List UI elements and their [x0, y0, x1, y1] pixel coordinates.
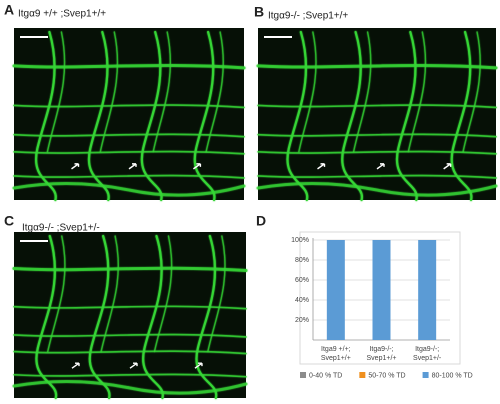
y-tick-label: 40%	[295, 297, 309, 304]
vessel	[153, 235, 173, 353]
vessel	[46, 31, 66, 153]
vessel	[257, 133, 497, 138]
image-background	[258, 28, 496, 200]
panel-letter: D	[256, 213, 266, 229]
legend-swatch	[422, 372, 429, 378]
vessel	[100, 235, 119, 353]
vessel	[205, 31, 224, 153]
panel-caption: Itgα9-/- ;Svep1+/+	[268, 11, 348, 22]
vessel	[13, 150, 245, 155]
vessel	[88, 234, 111, 400]
y-tick-label: 60%	[295, 277, 309, 284]
image-background	[14, 28, 244, 200]
vessel	[140, 30, 163, 202]
vessels	[12, 30, 246, 202]
arrow	[194, 362, 203, 369]
vessel	[152, 31, 172, 153]
panel-letter: C	[4, 213, 14, 229]
y-tick-label: 80%	[295, 257, 309, 264]
vessel	[207, 235, 226, 353]
vessel	[12, 266, 248, 273]
arrow	[317, 163, 326, 170]
vessel	[13, 305, 247, 310]
arrow	[71, 362, 80, 369]
micrograph	[256, 28, 498, 202]
vessel	[13, 104, 245, 109]
legend-label: 0-40 % TD	[309, 372, 342, 379]
panel-caption: Itgα9 +/+ ;Svep1+/+	[18, 9, 106, 20]
vessel	[12, 379, 248, 395]
vessel	[193, 30, 216, 202]
panel-caption: Itgα9-/- ;Svep1+/-	[22, 223, 100, 234]
x-tick-label: Itga9 +/+;	[321, 346, 351, 353]
vessel	[35, 234, 58, 400]
panel-letter: B	[254, 4, 264, 20]
bar-segment	[326, 240, 345, 340]
vessel	[13, 174, 245, 179]
vessel	[13, 350, 247, 355]
bar-segment	[372, 240, 391, 340]
arrow	[129, 362, 138, 369]
arrow	[443, 163, 452, 170]
arrow	[192, 163, 202, 170]
vessel	[395, 30, 418, 202]
vessels	[256, 30, 498, 202]
vessel	[257, 150, 497, 155]
vessel	[12, 181, 246, 197]
arrow	[376, 163, 385, 170]
vessel	[47, 235, 66, 353]
vessel	[257, 104, 497, 109]
micrographs	[12, 28, 498, 400]
chart: 20% 40% 60% 80% 100% Itga9 +/+; Svep1+/+ Itga9-…	[291, 231, 473, 379]
vessel	[407, 31, 427, 153]
x-tick-label: Itga9-/-;	[415, 346, 439, 353]
legend-label: 80-100 % TD	[432, 372, 473, 379]
x-tick-label: Svep1+/+	[367, 355, 397, 362]
vessel	[257, 174, 497, 179]
micrograph	[12, 28, 246, 202]
vessels	[12, 234, 248, 400]
legend-label: 50-70 % TD	[368, 372, 405, 379]
vessel	[352, 31, 372, 153]
x-tick-label: Svep1+/+	[321, 355, 351, 362]
vessel	[99, 31, 119, 153]
arrow	[71, 163, 80, 170]
vessel	[142, 234, 164, 400]
image-background	[14, 232, 246, 398]
vessel	[450, 30, 473, 202]
arrow	[128, 163, 137, 170]
vessel	[195, 234, 218, 400]
legend-swatch	[300, 372, 306, 378]
vessel	[286, 30, 309, 202]
bar-segment	[418, 240, 437, 340]
vessel	[256, 181, 498, 197]
x-tick-label: Svep1+/-	[413, 355, 442, 362]
micrograph	[12, 232, 248, 400]
vessel	[462, 31, 481, 153]
vessel	[13, 373, 247, 378]
vessel	[34, 30, 57, 202]
vessel	[12, 64, 246, 70]
y-tick-label: 100%	[291, 237, 309, 244]
legend-swatch	[359, 372, 366, 378]
y-tick-label: 20%	[295, 317, 309, 324]
panel-letter: A	[4, 2, 14, 18]
x-tick-label: Itga9-/-;	[369, 346, 393, 353]
vessel	[256, 64, 498, 70]
vessel	[298, 31, 317, 153]
